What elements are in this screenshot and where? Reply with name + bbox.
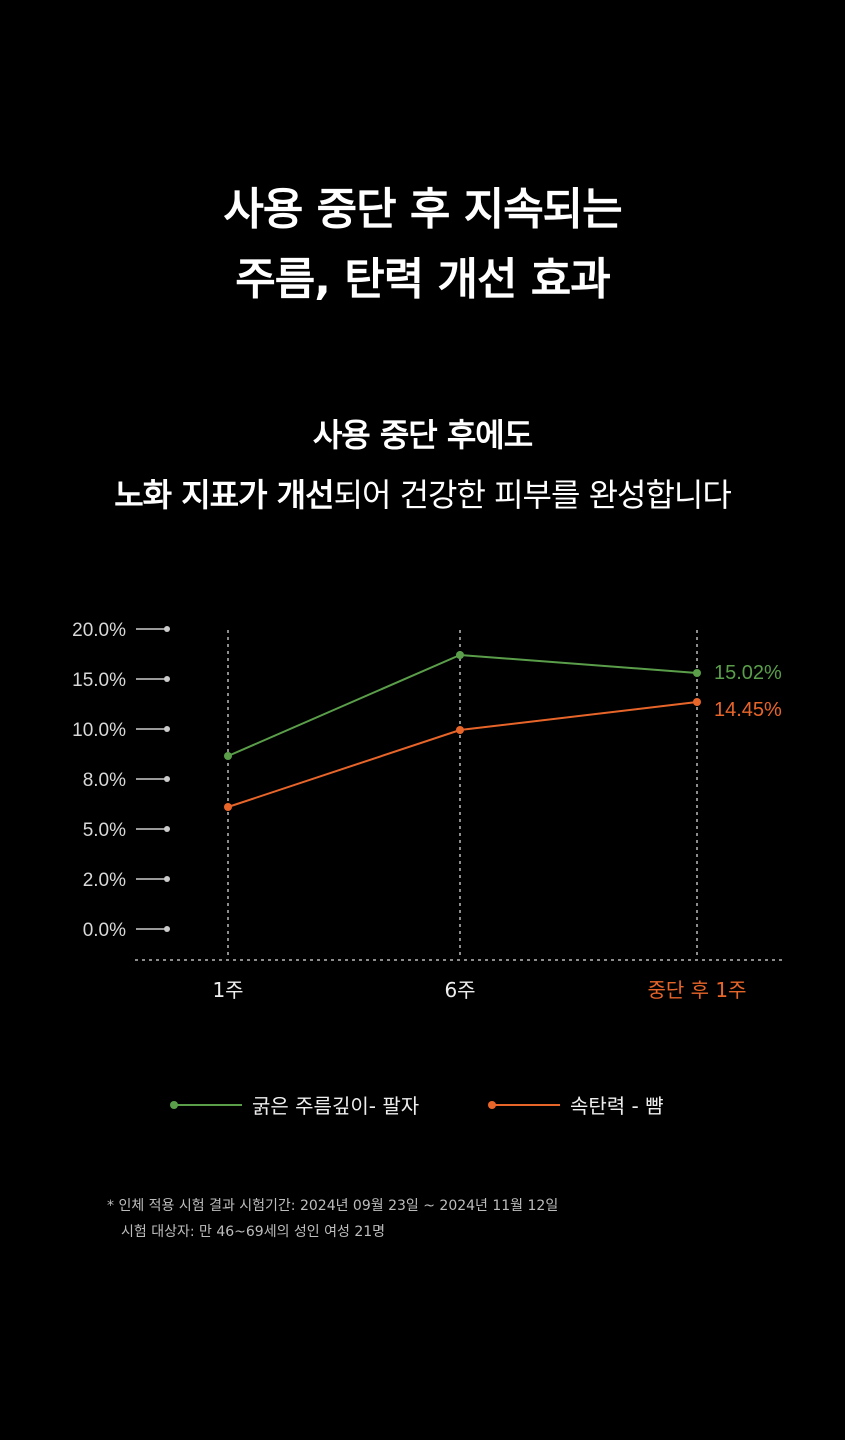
series-wrinkle-depth: 15.02%: [224, 651, 782, 760]
svg-text:20.0%: 20.0%: [72, 620, 126, 641]
title-line-2: 주름, 탄력 개선 효과: [235, 254, 611, 305]
line-chart: 20.0% 15.0% 10.0% 8.0% 5.0% 2.0% 0.0%: [72, 620, 782, 1002]
y-tick: 15.0%: [72, 670, 170, 691]
footnote-line-1: * 인체 적용 시험 결과 시험기간: 2024년 09월 23일 ~ 2024…: [107, 1198, 559, 1214]
y-tick: 20.0%: [72, 620, 170, 641]
subtitle-line-1: 사용 중단 후에도: [312, 416, 533, 454]
end-value-label: 15.02%: [714, 662, 782, 684]
x-tick-label: 6주: [444, 978, 475, 1002]
legend-line-icon: [488, 1100, 560, 1109]
y-tick: 5.0%: [83, 820, 170, 841]
y-tick: 10.0%: [72, 720, 170, 741]
end-value-label: 14.45%: [714, 699, 782, 721]
footnote-line-2: 시험 대상자: 만 46~69세의 성인 여성 21명: [121, 1224, 386, 1240]
y-tick: 0.0%: [83, 920, 170, 941]
footnote: * 인체 적용 시험 결과 시험기간: 2024년 09월 23일 ~ 2024…: [107, 1193, 558, 1245]
title-line-1: 사용 중단 후 지속되는: [223, 184, 622, 235]
subtitle: 사용 중단 후에도 노화 지표가 개선되어 건강한 피부를 완성합니다: [0, 405, 845, 525]
x-tick-label-highlight: 중단 후 1주: [647, 978, 746, 1002]
chart-legend: 굵은 주름깊이- 팔자 속탄력 - 뺨: [0, 1090, 845, 1120]
x-tick-label: 1주: [212, 978, 243, 1002]
y-tick: 8.0%: [83, 770, 170, 791]
svg-text:2.0%: 2.0%: [83, 870, 126, 891]
y-tick: 2.0%: [83, 870, 170, 891]
legend-line-icon: [170, 1100, 242, 1109]
svg-text:10.0%: 10.0%: [72, 720, 126, 741]
series-inner-elasticity: 14.45%: [224, 698, 782, 811]
svg-text:5.0%: 5.0%: [83, 820, 126, 841]
legend-label: 굵은 주름깊이- 팔자: [252, 1094, 420, 1118]
subtitle-emphasis: 노화 지표가 개선: [114, 476, 334, 514]
svg-text:8.0%: 8.0%: [83, 770, 126, 791]
legend-item-wrinkle: 굵은 주름깊이- 팔자: [170, 1090, 420, 1119]
legend-item-elasticity: 속탄력 - 뺨: [488, 1090, 664, 1119]
subtitle-line-2: 노화 지표가 개선되어 건강한 피부를 완성합니다: [0, 465, 845, 525]
legend-label: 속탄력 - 뺨: [570, 1094, 664, 1118]
gridlines: [227, 630, 698, 958]
y-axis: 20.0% 15.0% 10.0% 8.0% 5.0% 2.0% 0.0%: [72, 620, 170, 941]
page-title: 사용 중단 후 지속되는 주름, 탄력 개선 효과: [0, 175, 845, 315]
svg-text:15.0%: 15.0%: [72, 670, 126, 691]
x-axis: 1주 6주 중단 후 1주: [212, 978, 746, 1002]
subtitle-rest: 되어 건강한 피부를 완성합니다: [333, 476, 732, 514]
svg-text:0.0%: 0.0%: [83, 920, 126, 941]
